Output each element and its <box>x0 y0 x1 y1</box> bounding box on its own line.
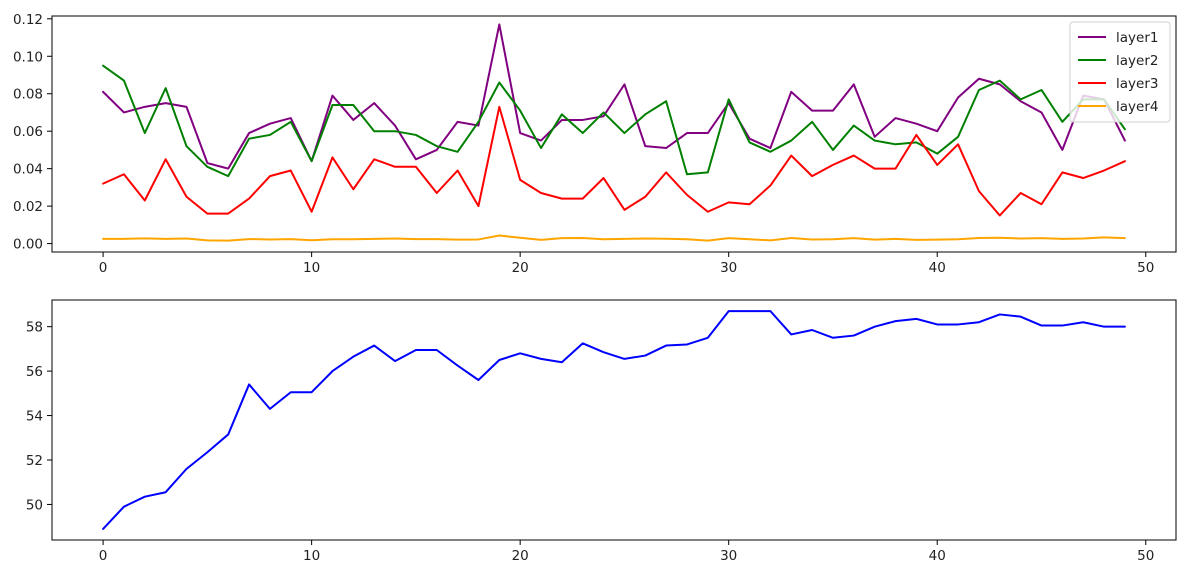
y-tick-label: 0.10 <box>13 49 43 65</box>
x-tick-label: 0 <box>99 260 108 276</box>
x-tick-label: 50 <box>1137 260 1154 276</box>
x-tick-label: 0 <box>99 548 108 564</box>
x-tick-label: 10 <box>303 260 320 276</box>
axes-frame <box>51 299 1177 541</box>
x-tick-label: 50 <box>1137 548 1154 564</box>
y-tick-label: 0.12 <box>13 12 43 28</box>
chart-2: 0 10 20 30 40 50 50 52 54 56 58 <box>26 299 1177 564</box>
series-line-layer2 <box>102 64 1126 178</box>
series-line-layer3 <box>102 105 1126 217</box>
axes-frame <box>51 15 1177 253</box>
x-tick-label: 30 <box>720 548 737 564</box>
legend-box <box>1069 21 1171 123</box>
y-tick-label: 54 <box>26 409 43 425</box>
x-tick-label: 30 <box>720 260 737 276</box>
x-tick-label: 20 <box>512 548 529 564</box>
y-tick-label: 50 <box>26 497 43 513</box>
x-tick-label: 10 <box>303 548 320 564</box>
legend-label-layer4: layer4 <box>1116 99 1158 115</box>
y-tick-label: 0.08 <box>13 87 43 103</box>
y-tick-label: 56 <box>26 364 43 380</box>
series-line-layer1 <box>102 23 1126 170</box>
y-tick-label: 0.04 <box>13 162 43 178</box>
legend: layer1 layer2 layer3 layer4 <box>1069 21 1171 123</box>
legend-label-layer2: layer2 <box>1116 53 1158 69</box>
y-tick-label: 52 <box>26 453 43 469</box>
x-tick-label: 40 <box>929 548 946 564</box>
x-tick-label: 20 <box>512 260 529 276</box>
series-line-series-1 <box>102 310 1126 530</box>
legend-label-layer1: layer1 <box>1116 30 1158 46</box>
chart-1: 0 10 20 30 40 50 0.00 0.02 0.04 0.06 0.08 0.10 0.12 l… <box>13 12 1177 276</box>
y-tick-label: 0.02 <box>13 199 43 215</box>
y-tick-label: 0.06 <box>13 124 43 140</box>
x-tick-label: 40 <box>929 260 946 276</box>
y-tick-label: 58 <box>26 320 43 336</box>
y-tick-label: 0.00 <box>13 237 43 253</box>
series-line-layer4 <box>102 234 1126 242</box>
legend-label-layer3: layer3 <box>1116 76 1158 92</box>
